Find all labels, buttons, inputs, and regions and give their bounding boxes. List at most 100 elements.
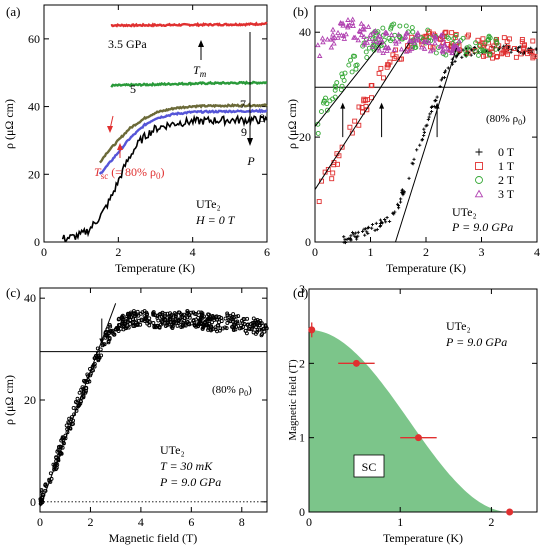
data-point xyxy=(54,455,59,460)
data-point xyxy=(115,326,120,331)
data-point xyxy=(82,378,86,383)
data-point xyxy=(232,324,237,329)
data-point xyxy=(315,130,321,136)
data-point xyxy=(513,54,519,60)
data-point xyxy=(349,237,353,241)
data-point xyxy=(361,39,368,45)
x-tick-label: 6 xyxy=(188,515,194,529)
data-point xyxy=(258,321,263,326)
data-point xyxy=(66,420,71,425)
data-point xyxy=(530,53,536,59)
data-point xyxy=(43,482,48,487)
data-point xyxy=(487,51,493,57)
data-point xyxy=(534,47,538,51)
data-point xyxy=(480,36,486,42)
data-point xyxy=(342,70,348,76)
data-point xyxy=(451,36,457,42)
panel-b-xticks: 0 1 2 3 4 xyxy=(312,6,540,259)
data-point xyxy=(348,57,353,63)
data-point xyxy=(433,50,439,56)
panel-a-sample-label: UTe₂ xyxy=(196,197,221,211)
data-point xyxy=(426,35,432,41)
tc-arrow-head xyxy=(379,102,385,109)
sc-phase-region xyxy=(309,329,510,512)
data-point xyxy=(358,32,365,38)
data-point xyxy=(383,44,389,49)
panel-c-xticks: 0 2 4 6 8 xyxy=(37,288,245,529)
data-point xyxy=(388,38,394,44)
data-point xyxy=(408,45,415,51)
data-point xyxy=(345,237,349,241)
data-point xyxy=(439,78,443,82)
tm-arrow-head xyxy=(198,40,204,47)
panel-b-ref-label: (80% ρ0) xyxy=(486,113,526,127)
data-point xyxy=(331,40,337,46)
data-point xyxy=(133,312,138,317)
data-point xyxy=(160,321,165,326)
data-point xyxy=(355,37,362,43)
data-point xyxy=(477,42,483,48)
data-point xyxy=(153,324,158,328)
data-point xyxy=(173,314,178,319)
data-point xyxy=(135,309,140,314)
data-point xyxy=(213,325,218,330)
data-point xyxy=(385,215,389,220)
data-point xyxy=(38,497,43,501)
data-point xyxy=(426,30,431,36)
data-point xyxy=(315,42,321,48)
data-point xyxy=(96,356,101,361)
data-point xyxy=(446,66,450,70)
data-point xyxy=(476,52,481,58)
tm-label: Tm xyxy=(193,63,207,79)
data-point xyxy=(340,20,346,26)
data-point xyxy=(427,115,431,119)
data-point xyxy=(426,117,430,122)
data-point xyxy=(39,488,44,492)
data-point xyxy=(393,54,399,60)
data-point xyxy=(378,36,385,42)
data-point xyxy=(147,323,152,328)
legend-entry: 0 T xyxy=(498,145,515,159)
panel-c-sample-label: UTe₂ xyxy=(160,443,185,457)
data-point xyxy=(92,364,97,369)
series-line xyxy=(98,108,268,175)
data-point xyxy=(378,65,384,71)
data-point xyxy=(421,39,427,45)
data-point xyxy=(330,31,336,37)
panel-b-xlabel: Temperature (K) xyxy=(386,261,466,275)
data-point xyxy=(147,316,152,321)
x-tick-label: 4 xyxy=(190,245,196,259)
data-point xyxy=(316,199,322,205)
data-point xyxy=(123,325,128,330)
data-point xyxy=(184,315,189,320)
data-point xyxy=(449,50,455,56)
data-point xyxy=(354,237,359,241)
data-point xyxy=(414,37,420,43)
data-point xyxy=(144,310,149,315)
panel-c-xlabel: Magnetic field (T) xyxy=(109,531,198,545)
data-point xyxy=(430,32,437,38)
panel-a: (a) Temperature (K) ρ (μΩ cm) 0 2 4 6 0 20 40… xyxy=(2,4,270,275)
data-point xyxy=(171,320,176,325)
panel-c-ref-label: (80% ρ0) xyxy=(212,384,252,398)
data-point xyxy=(396,38,402,44)
data-point xyxy=(232,315,236,320)
data-point xyxy=(207,322,212,326)
phase-point xyxy=(308,326,316,334)
data-point xyxy=(393,40,399,46)
legend-entry: 2 T xyxy=(498,173,515,187)
data-point xyxy=(218,326,223,331)
data-point xyxy=(100,343,105,348)
y-tick-label: 3 xyxy=(299,282,305,296)
data-point xyxy=(215,329,219,334)
data-point xyxy=(206,327,211,332)
data-point xyxy=(411,162,415,166)
data-point xyxy=(514,46,518,50)
data-point xyxy=(98,347,103,352)
y-tick-label: 2 xyxy=(299,356,305,370)
data-point xyxy=(460,55,464,59)
pressure-arrow-label: P xyxy=(246,154,255,168)
data-point xyxy=(321,98,327,104)
panel-d-points xyxy=(308,322,514,516)
data-point xyxy=(187,313,192,318)
